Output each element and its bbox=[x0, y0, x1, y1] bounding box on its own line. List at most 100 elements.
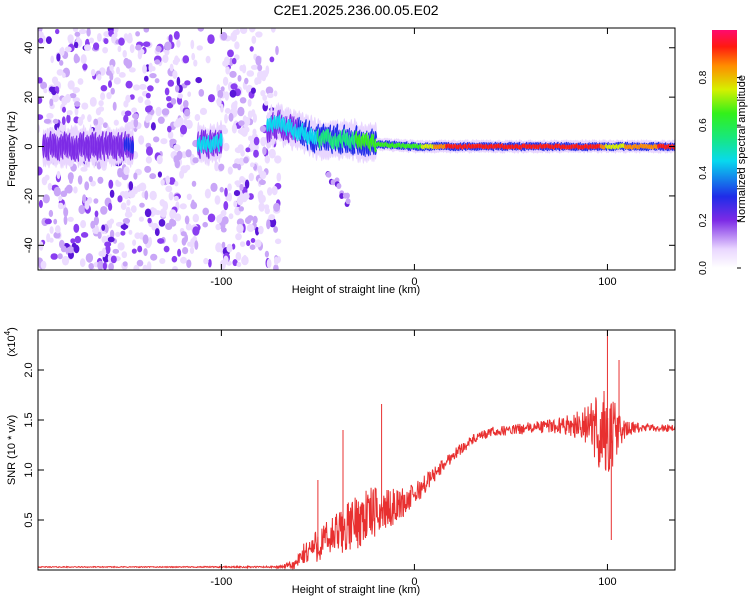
noise-blob bbox=[115, 231, 121, 237]
noise-blob bbox=[269, 56, 275, 63]
noise-blob bbox=[186, 193, 192, 200]
noise-blob bbox=[60, 46, 65, 57]
noise-blob bbox=[184, 80, 191, 86]
noise-blob bbox=[167, 79, 175, 87]
noise-blob bbox=[221, 216, 229, 225]
noise-blob bbox=[144, 75, 149, 82]
noise-blob bbox=[113, 77, 121, 85]
noise-blob bbox=[82, 63, 88, 71]
noise-blob bbox=[252, 215, 258, 224]
noise-blob bbox=[93, 198, 99, 204]
noise-blob bbox=[70, 238, 76, 244]
noise-blob bbox=[93, 118, 99, 127]
noise-blob bbox=[185, 119, 193, 129]
noise-blob bbox=[135, 31, 141, 37]
noise-blob bbox=[156, 155, 163, 165]
colorbar: 0.0 0.2 0.4 0.6 0.8 Normalized spectral ampl… bbox=[698, 30, 748, 275]
noise-blob bbox=[102, 122, 108, 129]
noise-blob bbox=[195, 77, 202, 84]
noise-blob bbox=[248, 28, 256, 33]
noise-blob bbox=[177, 93, 184, 99]
noise-blob bbox=[227, 183, 232, 191]
noise-blob bbox=[133, 118, 139, 128]
noise-blob bbox=[121, 110, 127, 117]
x-tick-label: 0 bbox=[411, 276, 417, 288]
noise-blob bbox=[44, 218, 52, 225]
noise-blob bbox=[118, 37, 125, 46]
noise-blob bbox=[53, 218, 58, 225]
noise-blob bbox=[233, 200, 238, 208]
noise-blob bbox=[163, 245, 170, 253]
noise-blob bbox=[104, 241, 112, 247]
snr-marks bbox=[38, 330, 675, 570]
noise-blob bbox=[38, 77, 43, 84]
noise-blob bbox=[124, 211, 133, 218]
noise-blob bbox=[220, 227, 227, 233]
noise-blob bbox=[216, 214, 223, 224]
noise-blob bbox=[227, 49, 234, 58]
noise-blob bbox=[138, 183, 143, 190]
noise-blob bbox=[228, 112, 234, 122]
noise-blob bbox=[102, 47, 108, 54]
noise-blob bbox=[247, 99, 252, 107]
heatmap-x-label: Height of straight line (km) bbox=[292, 284, 420, 296]
noise-blob bbox=[131, 107, 138, 113]
noise-blob bbox=[231, 101, 238, 112]
noise-blob bbox=[55, 225, 61, 234]
noise-blob bbox=[89, 97, 97, 107]
heatmap-marks bbox=[38, 28, 675, 270]
noise-blob bbox=[97, 260, 104, 270]
noise-blob bbox=[80, 232, 89, 238]
noise-blob bbox=[262, 146, 267, 156]
noise-blob bbox=[203, 257, 209, 265]
noise-blob bbox=[129, 44, 135, 54]
noise-blob bbox=[135, 44, 142, 51]
noise-blob bbox=[48, 209, 54, 218]
noise-blob bbox=[174, 55, 179, 66]
noise-blob bbox=[250, 64, 259, 70]
noise-blob bbox=[93, 216, 99, 226]
noise-blob bbox=[223, 201, 229, 211]
noise-blob bbox=[179, 170, 185, 179]
noise-blob bbox=[171, 255, 178, 263]
noise-blob bbox=[96, 117, 104, 126]
noise-blob bbox=[166, 102, 174, 109]
noise-blob bbox=[158, 219, 166, 227]
snr-multiplier: (x104) bbox=[3, 327, 18, 357]
noise-blob bbox=[73, 41, 79, 49]
noise-blob bbox=[122, 50, 127, 58]
noise-blob bbox=[246, 70, 255, 77]
noise-blob bbox=[93, 42, 100, 51]
noise-blob bbox=[38, 199, 43, 209]
noise-blob bbox=[49, 237, 54, 243]
noise-blob bbox=[190, 39, 195, 50]
noise-blob bbox=[97, 176, 104, 184]
noise-blob bbox=[165, 175, 171, 185]
noise-blob bbox=[107, 236, 115, 243]
noise-blob bbox=[235, 233, 242, 241]
noise-blob bbox=[183, 100, 189, 108]
noise-blob bbox=[249, 244, 256, 250]
noise-blob bbox=[147, 85, 154, 92]
noise-blob bbox=[177, 117, 184, 127]
noise-blob bbox=[182, 247, 189, 255]
noise-blob bbox=[246, 223, 255, 233]
noise-blob bbox=[88, 176, 93, 183]
x-tick-label: 0 bbox=[411, 576, 417, 588]
noise-blob bbox=[109, 229, 115, 239]
noise-blob bbox=[90, 220, 96, 229]
colorbar-ticks: 0.0 0.2 0.4 0.6 0.8 bbox=[698, 70, 741, 275]
noise-blob bbox=[207, 34, 215, 44]
noise-blob bbox=[39, 241, 44, 251]
noise-blob bbox=[159, 208, 167, 218]
noise-blob bbox=[230, 31, 237, 42]
noise-blob bbox=[264, 207, 270, 215]
noise-blob bbox=[129, 94, 135, 100]
noise-blob bbox=[232, 163, 239, 169]
noise-blob bbox=[216, 97, 222, 107]
noise-blob bbox=[106, 92, 112, 100]
noise-blob bbox=[239, 176, 245, 183]
noise-blob bbox=[108, 202, 113, 211]
tail-blob bbox=[330, 179, 336, 186]
noise-blob bbox=[253, 149, 259, 158]
